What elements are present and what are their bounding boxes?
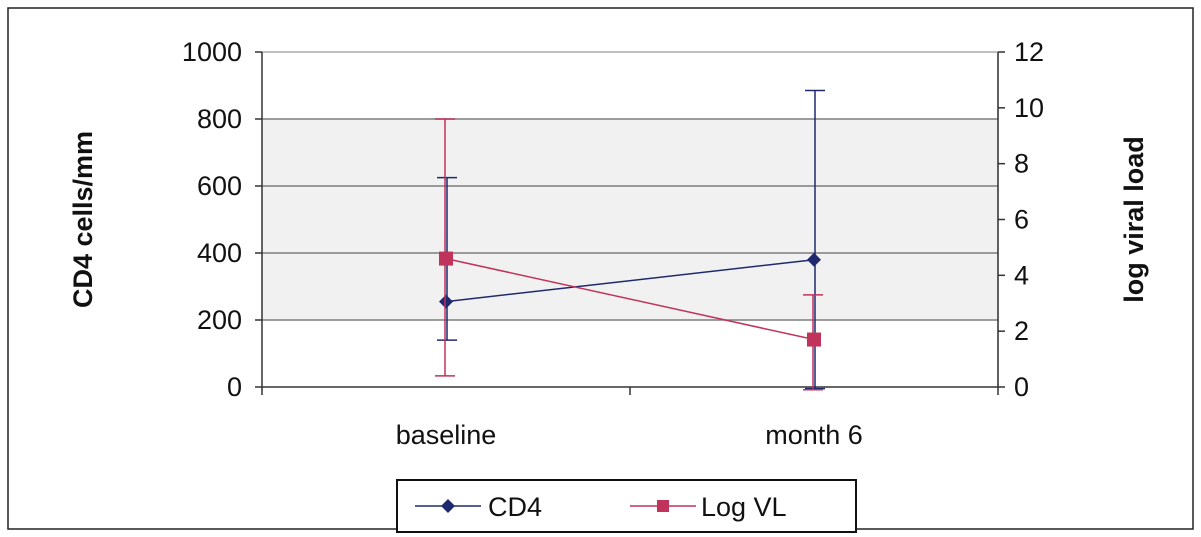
data-point [439, 251, 453, 266]
legend-label: Log VL [701, 492, 787, 522]
plot-shading [262, 119, 998, 320]
right-tick-label: 6 [1014, 205, 1029, 235]
right-axis-title: log viral load [1119, 136, 1149, 303]
left-axis-title: CD4 cells/mm [68, 131, 98, 308]
legend-label: CD4 [488, 492, 542, 522]
series-0 [437, 89, 825, 390]
series-line [445, 257, 815, 341]
data-point [807, 332, 821, 347]
series-1 [435, 118, 823, 391]
right-tick-label: 0 [1014, 372, 1029, 402]
right-tick-label: 8 [1014, 149, 1029, 179]
left-tick-label: 800 [197, 104, 242, 134]
legend: CD4 Log VL [396, 479, 857, 533]
data-point [807, 252, 821, 267]
x-tick-label: month 6 [765, 420, 863, 450]
left-tick-label: 200 [197, 305, 242, 335]
right-tick-label: 4 [1014, 260, 1029, 290]
series-line [445, 258, 815, 303]
left-tick-label: 1000 [182, 37, 242, 67]
left-tick-label: 600 [197, 171, 242, 201]
x-tick-label: baseline [396, 420, 497, 450]
legend-marker [441, 499, 455, 513]
left-tick-label: 0 [227, 372, 242, 402]
legend-marker [657, 500, 669, 512]
data-point [439, 294, 453, 309]
right-tick-label: 10 [1014, 93, 1044, 123]
right-tick-label: 12 [1014, 37, 1044, 67]
right-tick-label: 2 [1014, 316, 1029, 346]
left-tick-label: 400 [197, 238, 242, 268]
